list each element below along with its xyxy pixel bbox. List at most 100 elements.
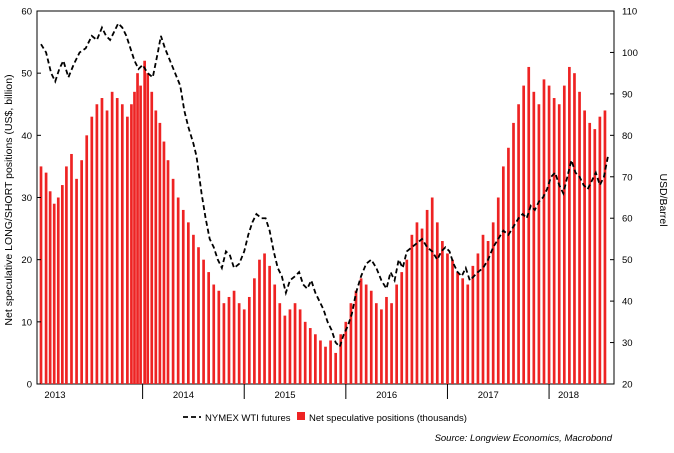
- bar-105: [552, 98, 556, 384]
- right-tick-label-3: 50: [622, 255, 633, 266]
- bar-29: [166, 160, 170, 384]
- left-axis: 0 10 20 30 40 50 60: [21, 7, 41, 391]
- bar-87: [461, 278, 465, 384]
- bar-104: [547, 85, 551, 384]
- bar-24: [146, 73, 150, 385]
- bar-47: [258, 259, 261, 384]
- bar-67: [359, 278, 363, 384]
- left-tick-label-3: 30: [21, 193, 32, 204]
- bar-78: [415, 222, 419, 384]
- bar-1: [44, 172, 48, 384]
- bar-35: [197, 247, 200, 384]
- left-tick-label-2: 20: [21, 255, 32, 266]
- x-tick-label-0: 2013: [44, 390, 65, 401]
- bar-8: [75, 178, 78, 384]
- bar-114: [598, 116, 602, 385]
- bar-26: [154, 110, 158, 384]
- bar-110: [578, 91, 581, 384]
- bar-86: [456, 272, 459, 384]
- x-tick-label-3: 2016: [376, 390, 397, 401]
- bar-4: [56, 197, 60, 384]
- bar-59: [319, 340, 322, 384]
- right-axis: 20 30 40 50 60 70 80 90 100 110: [610, 7, 638, 391]
- bar-54: [293, 303, 297, 384]
- right-tick-label-0: 20: [622, 380, 633, 391]
- bar-76: [405, 259, 409, 384]
- bar-97: [512, 122, 515, 385]
- left-tick-label-0: 0: [27, 380, 32, 391]
- bar-19: [130, 104, 133, 384]
- bar-16: [115, 98, 119, 384]
- x-axis: 2013 2014 2015 2016 2017 2018: [44, 384, 579, 401]
- bar-40: [222, 303, 226, 384]
- bar-89: [471, 265, 475, 384]
- bar-71: [380, 309, 383, 384]
- bar-79: [420, 228, 424, 384]
- bar-3: [52, 203, 56, 384]
- wti-line: [40, 21, 609, 349]
- bar-series: [39, 60, 607, 385]
- bar-34: [192, 234, 195, 384]
- bar-0: [39, 166, 43, 384]
- bar-64: [344, 321, 348, 384]
- bar-90: [476, 253, 480, 384]
- x-tick-label-2: 2015: [274, 390, 295, 401]
- bar-92: [486, 241, 490, 384]
- right-tick-label-7: 90: [622, 89, 633, 100]
- bar-52: [283, 315, 287, 384]
- bar-28: [162, 141, 166, 384]
- bar-49: [268, 265, 271, 384]
- bar-30: [171, 178, 175, 384]
- bar-12: [95, 104, 99, 384]
- bar-55: [298, 309, 302, 384]
- bar-51: [278, 303, 282, 384]
- bar-58: [314, 334, 317, 384]
- bar-75: [400, 272, 404, 384]
- bar-100: [527, 66, 531, 384]
- bar-41: [227, 296, 231, 384]
- bar-72: [385, 296, 388, 384]
- bar-39: [217, 290, 221, 384]
- bar-21: [136, 73, 139, 385]
- bar-101: [532, 91, 536, 384]
- bar-102: [537, 104, 541, 384]
- bar-27: [158, 122, 162, 385]
- bar-111: [583, 110, 586, 384]
- x-tick-label-4: 2017: [478, 390, 499, 401]
- right-tick-label-4: 60: [622, 214, 633, 225]
- bar-93: [491, 222, 495, 384]
- bar-68: [364, 284, 368, 384]
- bar-31: [176, 197, 180, 384]
- y-axis-title-right: USD/Barrel: [657, 173, 669, 226]
- bar-99: [522, 85, 526, 384]
- bar-69: [369, 290, 373, 384]
- bar-113: [593, 129, 597, 384]
- bar-94: [496, 197, 500, 384]
- bar-25: [150, 91, 154, 384]
- bar-103: [542, 79, 546, 384]
- source-note: Source: Longview Economics, Macrobond: [435, 433, 613, 444]
- bar-77: [410, 234, 414, 384]
- x-tick-label-1: 2014: [173, 390, 194, 401]
- bar-56: [303, 321, 307, 384]
- bar-7: [70, 153, 73, 384]
- bar-112: [588, 122, 592, 385]
- bar-17: [120, 104, 124, 384]
- bar-88: [466, 284, 470, 384]
- y-axis-title-left: Net speculative LONG/SHORT positions (US…: [3, 74, 15, 325]
- bar-23: [143, 60, 146, 384]
- bar-20: [133, 91, 136, 384]
- right-tick-label-6: 80: [622, 131, 633, 142]
- legend-label-positions: Net speculative positions (thousands): [309, 413, 467, 424]
- legend-label-wti: NYMEX WTI futures: [205, 413, 291, 424]
- legend-bar-swatch: [297, 412, 305, 420]
- bar-53: [288, 309, 292, 384]
- bar-106: [557, 104, 561, 384]
- bar-60: [324, 346, 327, 384]
- bar-36: [202, 259, 205, 384]
- bar-80: [425, 209, 429, 384]
- bar-42: [232, 290, 236, 384]
- bar-81: [430, 197, 434, 384]
- bar-14: [105, 110, 109, 384]
- left-tick-label-6: 60: [21, 7, 32, 18]
